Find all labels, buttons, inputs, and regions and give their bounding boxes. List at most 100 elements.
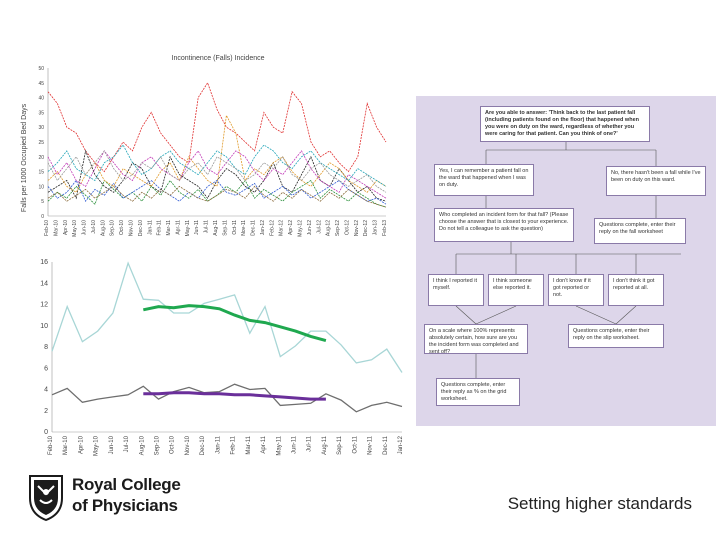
y-tick-label: 40 [38,96,44,102]
series-line [47,81,387,173]
x-tick-label: Feb-11 [231,435,237,454]
y-tick-label: 20 [38,155,44,161]
x-tick-label: Nov-11 [368,435,374,455]
harm-trend-chart: 0 2 4 6 8 10 12 14 16 Feb-10 Mar-10 Apr-10 May-10 Ju… [40,259,404,456]
x-tick-label: Aug-11 [322,435,328,455]
x-tick-label: Jul-10 [91,220,97,234]
y-tick-label: 15 [38,170,44,176]
x-tick-label: Feb-10 [48,435,54,455]
series-line [143,391,326,401]
y-tick-label: 35 [38,110,44,116]
x-tick-label: Dec-11 [383,435,389,455]
y-tick-label: 0 [44,429,48,436]
x-tick-label: May-11 [185,220,191,237]
x-tick-label: Oct-10 [119,220,125,235]
x-tick-label: Feb-10 [44,220,50,236]
x-tick-label: Jan-12 [398,435,404,454]
x-tick-label: Mar-10 [53,220,59,236]
x-tick-label: Apr-11 [261,435,267,453]
x-tick-label: Aug-10 [100,220,106,236]
flow-question-1: Are you able to answer: 'Think back to t… [480,106,650,142]
x-tick-label: Mar-12 [279,220,285,236]
x-tick-label: Jun-11 [194,220,200,235]
x-tick-label: Oct-12 [344,220,350,235]
x-tick-label: Nov-10 [185,435,191,455]
x-tick-label: Jan-13 [373,220,379,236]
x-tick-label: Jan-11 [215,435,221,454]
x-tick-label: Nov-12 [354,220,360,236]
series-line [51,261,403,373]
x-tick-label: Jun-10 [82,220,88,236]
x-tick-label: Oct-11 [232,220,238,235]
x-tick-label: Mar-11 [246,435,252,454]
x-tick-label: May-12 [298,220,304,237]
series-line [142,304,327,343]
series-line [51,383,403,413]
x-tick-label: May-10 [94,435,100,456]
y-tick-label: 6 [44,365,48,372]
x-tick-label: Apr-10 [78,435,84,454]
x-tick-label: Feb-12 [269,220,275,236]
y-tick-label: 4 [44,387,48,394]
x-tick-label: Mar-10 [63,435,69,455]
y-tick-label: 14 [40,280,48,287]
x-tick-label: Jul-11 [204,220,210,233]
y-tick-label: 30 [38,125,44,131]
x-tick-label: Apr-10 [63,220,69,235]
x-tick-label: Apr-11 [175,220,181,235]
crest-icon [29,475,63,522]
x-tick-label: May-10 [72,220,78,237]
y-tick-label: 10 [40,323,48,330]
x-tick-label: Jul-12 [316,220,322,234]
x-tick-label: Jan-12 [260,220,266,236]
y-tick-label: 16 [40,259,48,266]
x-tick-label: Jul-10 [124,435,130,452]
x-tick-label: Aug-10 [139,435,145,455]
x-tick-label: Sep-11 [337,435,343,455]
survey-flowchart: Are you able to answer: 'Think back to t… [416,96,716,426]
x-tick-label: Oct-11 [352,435,358,453]
series-line [47,179,387,205]
series-line [47,185,387,208]
flow-option-3: I don't know if it got reported or not. [548,274,604,306]
x-tick-label: Sep-10 [155,435,161,455]
y-tick-label: 45 [38,81,44,87]
x-tick-label: Nov-11 [241,220,247,236]
x-tick-label: Aug-12 [326,220,332,236]
x-tick-label: Dec-12 [363,220,369,236]
x-tick-label: Jan-11 [147,220,153,235]
logo-line-2: of Physicians [72,496,178,515]
flow-final-box: Questions complete, enter their reply as… [436,378,520,406]
x-tick-label: Sep-11 [222,220,228,236]
logo-line-1: Royal College [72,475,181,494]
y-tick-label: 10 [38,184,44,190]
x-tick-label: Apr-12 [288,220,294,235]
flow-question-3: On a scale where 100% represents absolut… [424,324,528,355]
y-tick-label: 8 [44,344,48,351]
flow-no-box: No, there hasn't been a fall while I've … [606,166,706,196]
flow-done-box: Questions complete, enter their reply on… [568,324,664,348]
falls-incidence-chart: Incontinence (Falls) Incidence Falls per… [21,55,388,237]
y-tick-label: 50 [38,66,44,72]
rcp-logo: Royal College of Physicians [26,468,186,528]
x-tick-label: May-11 [276,435,282,455]
x-tick-label: Jul-11 [307,435,313,452]
x-tick-label: Dec-10 [200,435,206,455]
y-tick-label: 5 [41,199,44,205]
y-tick-label: 0 [41,214,44,220]
x-tick-label: Jun-11 [291,435,297,454]
x-tick-label: Dec-10 [138,220,144,236]
flowchart-connectors [455,140,681,378]
flow-option-1: I think I reported it myself. [428,274,484,306]
flow-option-2: I think someone else reported it. [488,274,544,306]
flow-skip-box: Questions complete, enter their reply on… [594,218,686,244]
flow-option-4: I don't think it got reported at all. [608,274,664,306]
x-tick-label: Jun-10 [109,435,115,454]
x-tick-label: Sep-10 [110,220,116,236]
series-line [47,114,387,193]
y-tick-label: 2 [44,408,48,415]
flow-yes-box: Yes, I can remember a patient fall on th… [434,164,534,196]
x-tick-label: Feb-11 [157,220,163,236]
series-line [47,150,387,193]
flow-question-2: Who completed an incident form for that … [434,208,574,242]
